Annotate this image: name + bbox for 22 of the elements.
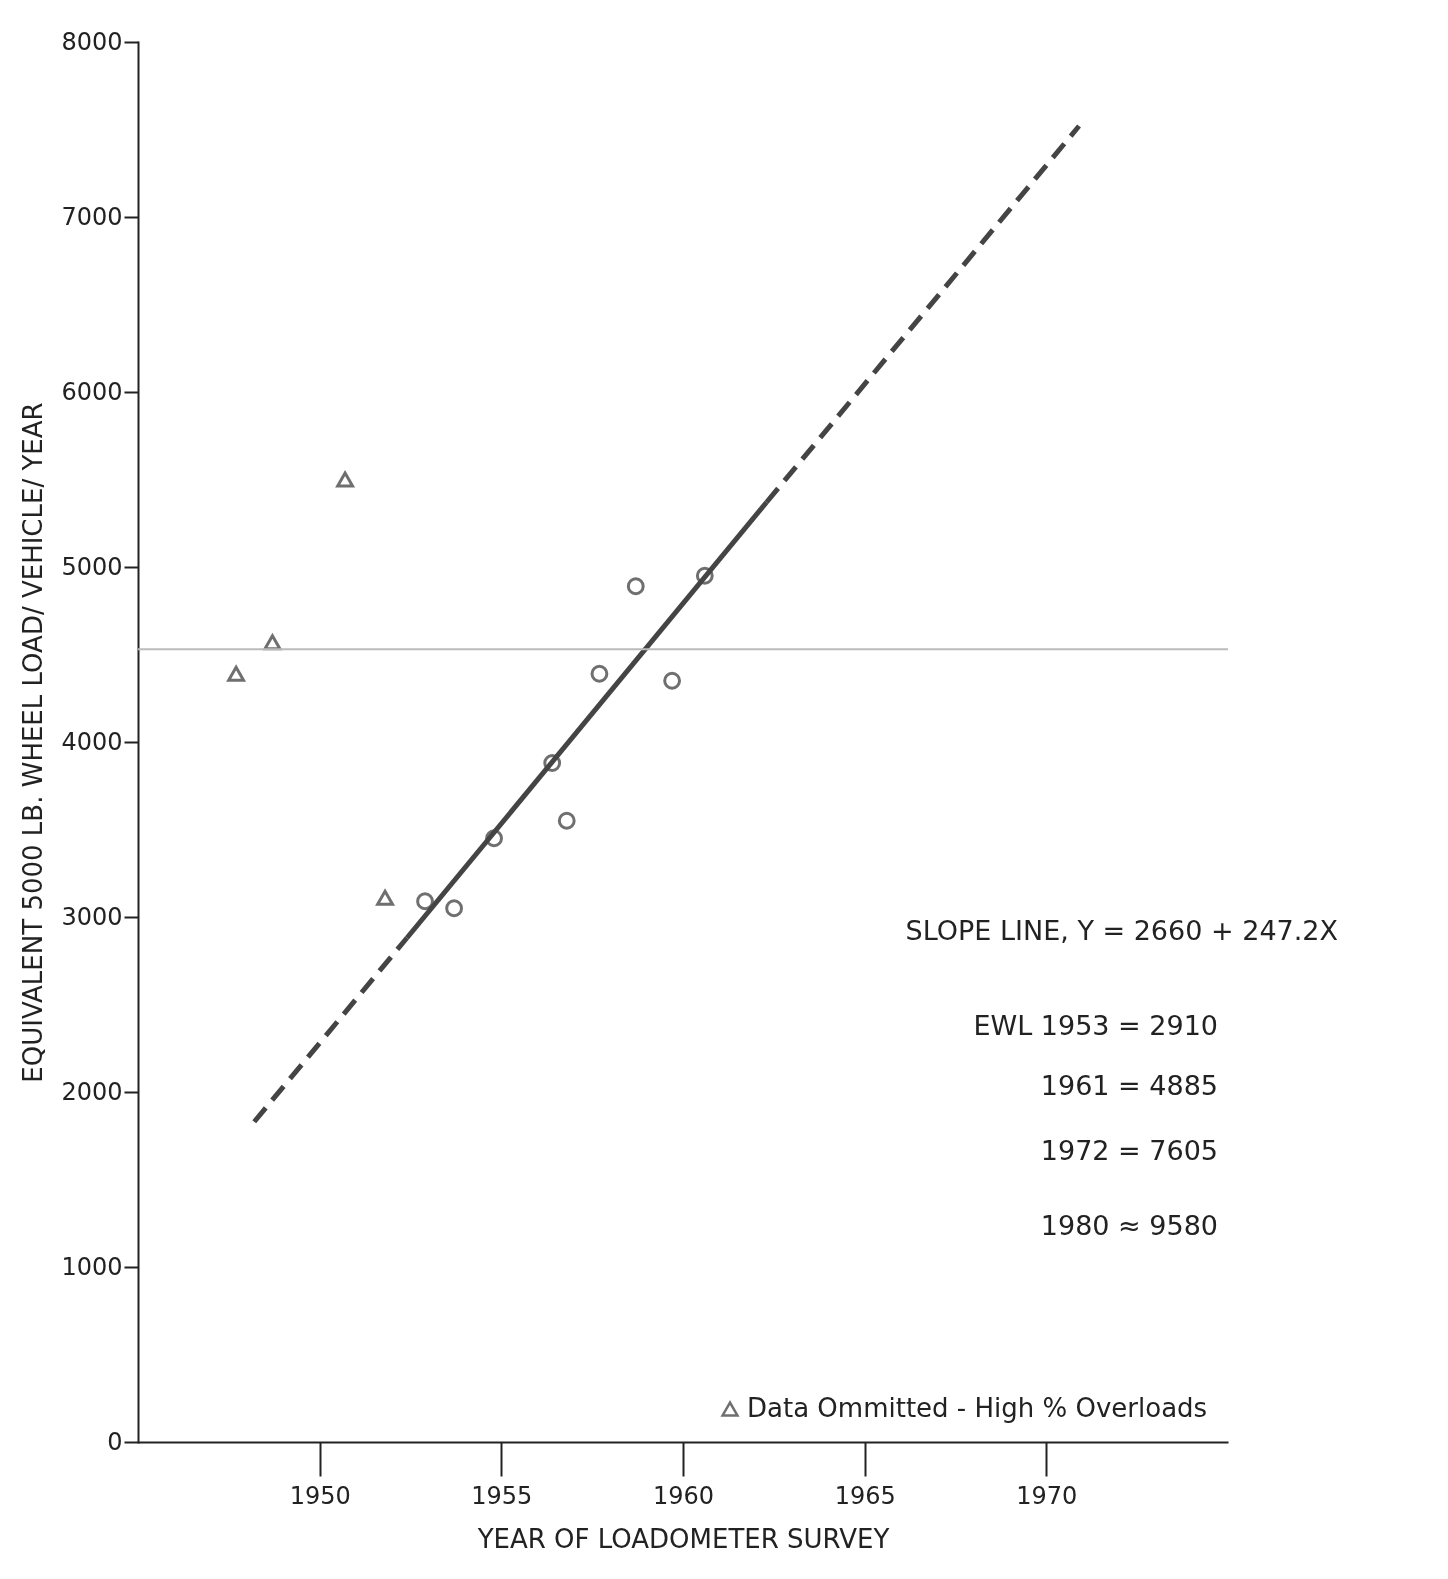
x-axis-title: YEAR OF LOADOMETER SURVEY bbox=[476, 1523, 890, 1554]
y-tick-label: 6000 bbox=[61, 377, 123, 406]
y-axis-title: EQUIVALENT 5000 LB. WHEEL LOAD/ VEHICLE/ YEAR bbox=[18, 402, 49, 1083]
y-tick-label: 2000 bbox=[61, 1077, 123, 1106]
annotation: 1972 = 7605 bbox=[1040, 1135, 1218, 1166]
annotation: SLOPE LINE, Y = 2660 + 247.2X bbox=[905, 915, 1338, 946]
y-tick-label: 5000 bbox=[61, 552, 123, 581]
x-tick-label: 1955 bbox=[471, 1481, 533, 1510]
y-tick-label: 1000 bbox=[61, 1252, 123, 1281]
x-tick-label: 1970 bbox=[1016, 1481, 1078, 1510]
x-tick-label: 1960 bbox=[652, 1481, 715, 1510]
y-tick-label: 4000 bbox=[61, 727, 123, 756]
x-tick-label: 1950 bbox=[289, 1481, 351, 1510]
y-tick-label: 7000 bbox=[61, 202, 123, 231]
annotation: 1980 ≈ 9580 bbox=[1040, 1210, 1218, 1241]
legend-label: Data Ommitted - High % Overloads bbox=[747, 1393, 1208, 1423]
y-tick-label: 8000 bbox=[61, 27, 123, 56]
x-tick-label: 1965 bbox=[834, 1481, 896, 1510]
y-tick-label: 0 bbox=[107, 1427, 123, 1456]
y-tick-label: 3000 bbox=[61, 902, 123, 931]
annotation: 1961 = 4885 bbox=[1040, 1070, 1218, 1101]
annotation: EWL 1953 = 2910 bbox=[973, 1010, 1218, 1041]
